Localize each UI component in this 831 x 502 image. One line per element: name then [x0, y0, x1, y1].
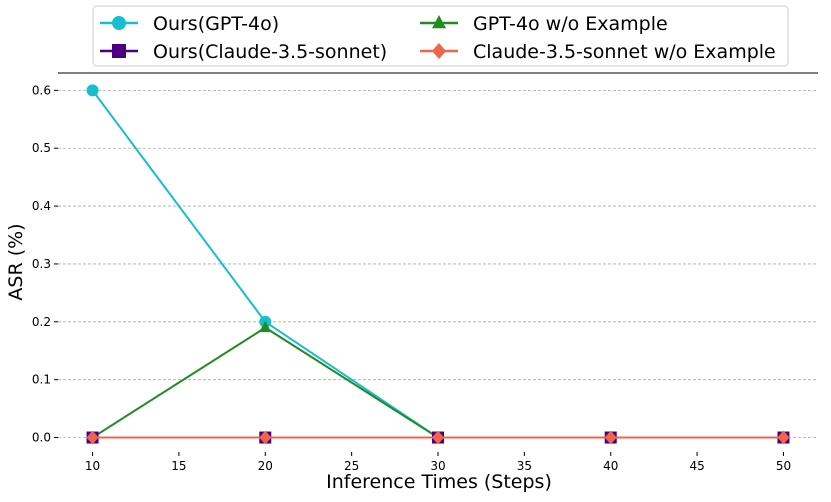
legend-entry: Ours(GPT-4o) — [100, 13, 279, 35]
data-point — [259, 430, 272, 445]
legend-entry: GPT-4o w/o Example — [420, 13, 668, 35]
data-point — [86, 84, 99, 97]
legend-label: Ours(GPT-4o) — [153, 13, 279, 35]
legend: Ours(GPT-4o) Ours(Claude-3.5-sonnet) GPT-4… — [92, 5, 789, 67]
y-tick-label: 0.4 — [32, 199, 51, 213]
legend-entry: Ours(Claude-3.5-sonnet) — [100, 41, 387, 63]
legend-entry: Claude-3.5-sonnet w/o Example — [420, 41, 776, 63]
y-axis-label: ASR (%) — [5, 223, 27, 300]
x-tick-label: 40 — [603, 459, 618, 473]
y-axis-ticks: 0.0 0.1 0.2 0.3 0.4 0.5 0.6 — [32, 83, 58, 445]
series-1 — [86, 320, 790, 443]
y-tick-label: 0.0 — [32, 431, 51, 445]
legend-label: Claude-3.5-sonnet w/o Example — [473, 41, 776, 63]
legend-marker — [432, 42, 446, 60]
x-tick-label: 25 — [344, 459, 359, 473]
legend-marker — [112, 16, 126, 30]
data-point — [604, 430, 617, 445]
series-line — [92, 326, 784, 439]
x-tick-label: 45 — [689, 459, 704, 473]
y-tick-label: 0.3 — [32, 257, 51, 271]
data-point — [86, 430, 99, 445]
x-tick-label: 50 — [776, 459, 791, 473]
x-tick-label: 10 — [85, 459, 100, 473]
legend-label: Ours(Claude-3.5-sonnet) — [153, 41, 387, 63]
data-point — [777, 430, 790, 445]
series-lines — [86, 84, 790, 445]
x-tick-label: 15 — [171, 459, 186, 473]
legend-marker — [112, 44, 126, 58]
y-tick-label: 0.6 — [32, 83, 51, 97]
data-point — [432, 430, 444, 445]
x-tick-label: 20 — [258, 459, 273, 473]
series-3 — [86, 430, 790, 445]
y-tick-label: 0.2 — [32, 315, 51, 329]
legend-frame — [92, 5, 789, 67]
x-tick-label: 30 — [430, 459, 445, 473]
gridlines — [58, 89, 818, 438]
legend-marker — [432, 14, 446, 29]
y-tick-label: 0.5 — [32, 141, 51, 155]
x-axis-ticks: 10 15 20 25 30 35 40 45 50 — [85, 452, 791, 473]
data-point — [259, 320, 272, 333]
y-tick-label: 0.1 — [32, 373, 51, 387]
x-axis-label: Inference Times (Steps) — [326, 471, 552, 493]
x-tick-label: 35 — [517, 459, 532, 473]
legend-label: GPT-4o w/o Example — [473, 13, 668, 35]
